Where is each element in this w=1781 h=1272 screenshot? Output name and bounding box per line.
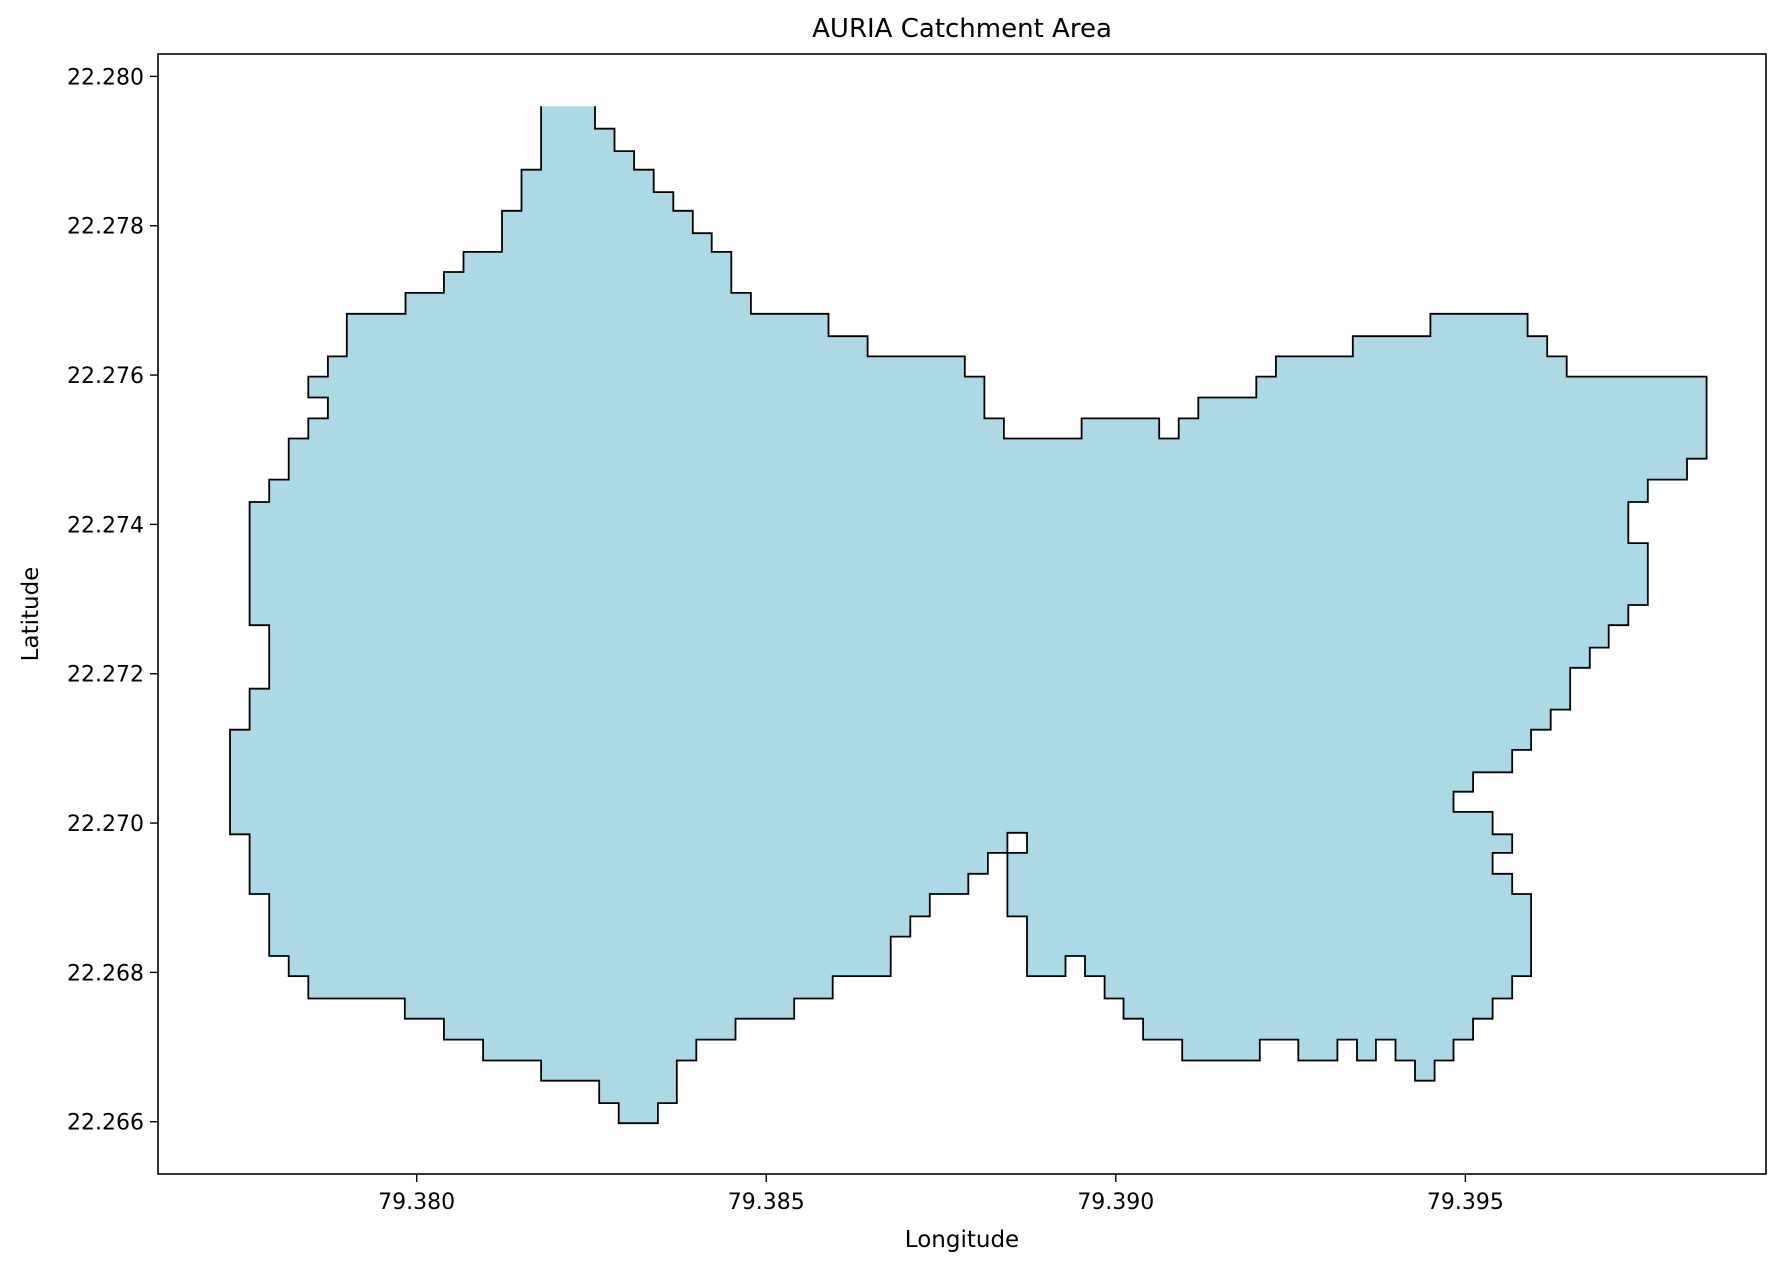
y-tick-label: 22.270 [67,812,144,837]
y-tick-label: 22.272 [67,663,144,688]
x-axis-ticks: 79.380 79.385 79.390 79.395 [378,1174,1504,1215]
x-axis-label: Longitude [905,1227,1019,1253]
y-axis-ticks: 22.266 22.268 22.270 22.272 22.274 22.276 22.2… [67,65,158,1136]
axes-frame [157,53,1767,1175]
plot-area [157,53,1767,1175]
y-axis-label: Latitude [18,567,44,662]
y-tick-label: 22.274 [67,513,144,538]
x-tick-label: 79.395 [1427,1190,1504,1215]
y-tick-label: 22.276 [67,364,144,389]
chart-title: AURIA Catchment Area [812,14,1112,44]
y-tick-label: 22.266 [67,1111,144,1136]
catchment-polygon [229,106,1708,1125]
y-tick-label: 22.278 [67,215,144,240]
x-tick-label: 79.385 [728,1190,805,1215]
y-tick-label: 22.268 [67,961,144,986]
polygon-layer [229,106,1708,1125]
x-tick-label: 79.380 [378,1190,455,1215]
x-tick-label: 79.390 [1077,1190,1154,1215]
y-tick-label: 22.280 [67,65,144,90]
